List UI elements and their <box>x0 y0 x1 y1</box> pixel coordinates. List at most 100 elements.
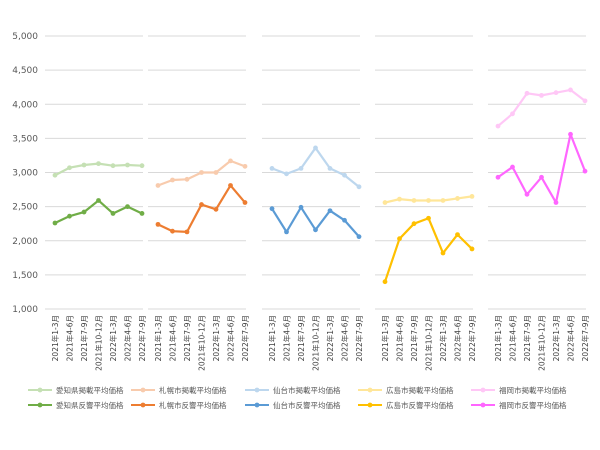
series-line <box>157 184 246 233</box>
x-tick-label: 2022年7-9月 <box>580 315 590 361</box>
y-axis: 1,000 1,500 2,000 2,500 3,000 3,500 4,000 4,500… <box>12 32 38 315</box>
data-point <box>269 206 275 212</box>
data-point <box>139 163 145 169</box>
legend-label: 広島市反響平均価格 <box>386 400 454 410</box>
gridlines <box>45 35 586 310</box>
data-point <box>170 228 175 234</box>
data-point <box>67 213 72 219</box>
data-point <box>469 193 475 199</box>
x-tick-label: 2021年7-9月 <box>409 315 419 361</box>
panel-3: 2021年1-3月 2021年4-6月 2021年7-9月 2021年10-12月 20… <box>245 145 364 410</box>
data-point <box>582 168 588 174</box>
data-point <box>213 170 219 175</box>
data-point <box>67 165 72 171</box>
y-tick-label: 1,500 <box>12 271 38 281</box>
legend-label: 愛知県反響平均価格 <box>56 400 124 410</box>
x-tick-label: 2021年4-6月 <box>395 315 405 361</box>
legend-label: 札幌市反響平均価格 <box>159 400 227 410</box>
legend-marker <box>37 402 43 408</box>
panel-4: 2021年1-3月 2021年4-6月 2021年7-9月 2021年10-12月 20… <box>358 193 477 410</box>
legend-marker <box>367 387 373 393</box>
data-point <box>184 229 190 235</box>
data-point <box>426 198 431 203</box>
legend-marker <box>254 402 260 408</box>
data-point <box>397 236 402 242</box>
legend-marker <box>480 387 486 393</box>
y-tick-label: 1,000 <box>12 305 38 315</box>
y-tick-label: 2,000 <box>12 237 38 247</box>
x-tick-label: 2021年7-9月 <box>296 315 306 361</box>
data-point <box>81 209 87 215</box>
data-point <box>269 166 275 171</box>
data-point <box>213 206 219 212</box>
legend-marker <box>254 387 260 393</box>
legend-label: 札幌市掲載平均価格 <box>159 385 227 395</box>
data-point <box>495 123 501 129</box>
x-tick-label: 2021年4-6月 <box>168 315 178 361</box>
x-tick-label: 2022年7-9月 <box>240 315 250 361</box>
data-point <box>582 98 588 104</box>
data-point <box>510 111 515 117</box>
data-point <box>139 211 145 216</box>
data-point <box>510 164 515 170</box>
data-point <box>524 90 530 96</box>
data-point <box>96 161 101 167</box>
series-line <box>271 146 360 188</box>
data-point <box>539 174 544 180</box>
data-point <box>327 166 333 171</box>
x-tick-label: 2021年7-9月 <box>522 315 532 361</box>
data-point <box>426 215 431 221</box>
data-point <box>553 90 559 96</box>
x-tick-label: 2021年4-6月 <box>65 315 75 361</box>
legend-label: 愛知県掲載平均価格 <box>56 385 124 395</box>
data-point <box>455 196 460 201</box>
x-tick-label: 2022年4-6月 <box>123 315 133 361</box>
x-tick-label: 2021年10-12月 <box>537 315 547 371</box>
legend-marker <box>367 402 373 408</box>
data-point <box>199 202 204 207</box>
x-tick-label: 2022年7-9月 <box>137 315 147 361</box>
data-point <box>568 87 573 93</box>
data-point <box>242 200 248 205</box>
data-point <box>284 229 289 235</box>
data-point <box>356 184 362 190</box>
data-point <box>411 221 417 227</box>
data-point <box>397 196 402 202</box>
data-point <box>553 200 559 205</box>
data-point <box>313 145 318 151</box>
data-point <box>125 162 130 168</box>
series-line <box>54 199 143 225</box>
data-point <box>52 172 58 178</box>
data-point <box>125 204 130 210</box>
data-point <box>155 221 161 227</box>
x-tick-label: 2022年7-9月 <box>354 315 364 361</box>
x-tick-label: 2022年4-6月 <box>566 315 576 361</box>
data-point <box>313 227 318 233</box>
x-tick-label: 2021年1-3月 <box>380 315 390 361</box>
data-point <box>199 170 204 175</box>
legend-label: 福岡市掲載平均価格 <box>499 385 567 395</box>
data-point <box>298 204 304 210</box>
panel-2: 2021年1-3月 2021年4-6月 2021年7-9月 2021年10-12月 20… <box>131 158 250 410</box>
data-point <box>356 234 362 240</box>
panels: 2021年1-3月 2021年4-6月 2021年7-9月 2021年10-12月 20… <box>28 87 590 410</box>
data-point <box>170 177 175 183</box>
legend-marker <box>480 402 486 408</box>
y-tick-label: 4,000 <box>12 100 38 110</box>
data-point <box>342 172 347 178</box>
data-point <box>524 191 530 197</box>
x-tick-label: 2021年1-3月 <box>493 315 503 361</box>
x-tick-label: 2022年4-6月 <box>453 315 463 361</box>
x-tick-label: 2022年1-3月 <box>438 315 448 361</box>
x-tick-label: 2021年4-6月 <box>508 315 518 361</box>
data-point <box>81 162 87 168</box>
data-point <box>242 163 248 169</box>
x-tick-label: 2021年7-9月 <box>79 315 89 361</box>
legend-label: 広島市掲載平均価格 <box>386 385 454 395</box>
data-point <box>110 211 116 216</box>
data-point <box>469 246 475 252</box>
data-point <box>228 183 233 188</box>
y-tick-label: 3,000 <box>12 169 38 179</box>
x-tick-label: 2022年4-6月 <box>340 315 350 361</box>
